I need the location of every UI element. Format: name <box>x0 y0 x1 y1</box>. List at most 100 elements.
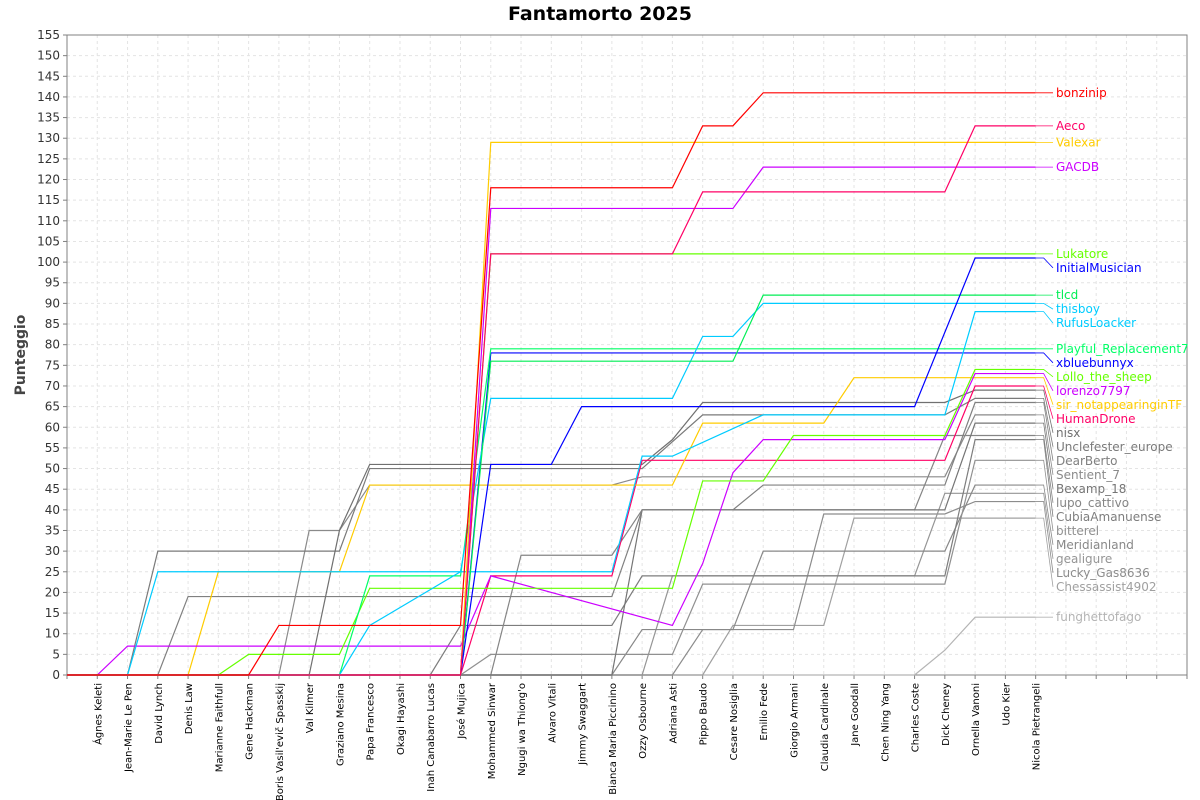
y-tick-label: 140 <box>37 90 60 104</box>
label-leader-Sentient_7 <box>1035 414 1054 475</box>
label-leader-Lollo_the_sheep <box>1035 369 1054 378</box>
y-tick-label: 0 <box>52 668 60 682</box>
y-tick-label: 120 <box>37 173 60 187</box>
series-label-Aeco: Aeco <box>1056 119 1085 133</box>
series-label-gealigure: gealigure <box>1056 552 1112 566</box>
y-tick-label: 135 <box>37 111 60 125</box>
label-leader-bitterel <box>1035 459 1054 531</box>
y-tick-label: 125 <box>37 152 60 166</box>
label-leader-gealigure <box>1035 492 1054 559</box>
series-line-bonzinip <box>67 92 1036 676</box>
x-tick-label: Alvaro Vitali <box>547 683 558 743</box>
y-tick-label: 45 <box>45 482 60 496</box>
series-line-Bexamp_18 <box>67 422 1036 676</box>
series-label-Playful_Replacement7: Playful_Replacement7 <box>1056 342 1189 356</box>
grid <box>66 34 1188 676</box>
x-tick-label: David Lynch <box>154 683 165 744</box>
y-tick-label: 75 <box>45 358 60 372</box>
series-label-bonzinip: bonzinip <box>1056 86 1107 100</box>
label-leader-Unclefester_europe <box>1035 397 1054 447</box>
label-leader-Meridianland <box>1035 484 1054 545</box>
y-tick-label: 115 <box>37 193 60 207</box>
series-line-DearBerto <box>67 401 1036 676</box>
series-label-Valexar: Valexar <box>1056 135 1101 149</box>
label-leader-lupo_cattivo <box>1035 435 1054 503</box>
series-label-lorenzo7797: lorenzo7797 <box>1056 384 1131 398</box>
label-leader-sir_notappearinginTF <box>1035 377 1054 405</box>
y-tick-label: 150 <box>37 49 60 63</box>
label-leader-Bexamp_18 <box>1035 422 1054 489</box>
plot-area-border <box>66 34 1188 676</box>
x-tick-label: Jimmy Swaggart <box>578 683 589 766</box>
series-labels: bonzinip Aeco Valexar GACDB LukatoreInitialM… <box>1056 86 1189 624</box>
series-label-DearBerto: DearBerto <box>1056 454 1118 468</box>
series-line-Lollo_the_sheep <box>67 368 1036 676</box>
series-line-Lucky_Gas8636 <box>67 500 1036 676</box>
x-tick-label: Dick Cheney <box>941 683 952 746</box>
label-leader-thisboy <box>1035 302 1054 310</box>
label-leader-HumanDrone <box>1035 385 1054 419</box>
x-tick-label: Boris Vasil'evič Spasskij <box>274 683 286 800</box>
y-tick-label: 105 <box>37 234 60 248</box>
series-line-sir_notappearinginTF <box>67 377 1036 676</box>
y-tick-label: 25 <box>45 565 60 579</box>
x-tick-label: Cesare Nosiglia <box>729 683 740 760</box>
y-tick-label: 35 <box>45 523 60 537</box>
x-tick-label: Ágnes Keleti <box>91 683 104 745</box>
series-line-RufusLoacker <box>67 311 1036 676</box>
series-label-RufusLoacker: RufusLoacker <box>1056 316 1136 330</box>
y-tick-label: 20 <box>45 585 60 599</box>
x-tick-label: Chen Ning Yang <box>880 683 891 762</box>
series-label-tlcd: tlcd <box>1056 288 1078 302</box>
x-tick-label: Inah Canabarro Lucas <box>426 683 437 792</box>
y-tick-label: 110 <box>37 214 60 228</box>
label-leader-xbluebunnyx <box>1035 352 1054 364</box>
x-tick-label: Ornella Vanoni <box>971 683 982 756</box>
x-tick-label: Ozzy Osbourne <box>638 683 649 759</box>
y-tick-label: 90 <box>45 296 60 310</box>
y-tick-label: 15 <box>45 606 60 620</box>
series-label-Sentient_7: Sentient_7 <box>1056 468 1120 482</box>
x-tick-label: Papa Francesco <box>366 683 377 760</box>
y-tick-label: 130 <box>37 131 60 145</box>
x-tick-label: Udo Kier <box>1001 682 1012 725</box>
series-label-InitialMusician: InitialMusician <box>1056 261 1142 275</box>
label-leader-DearBerto <box>1035 402 1054 461</box>
x-tick-label: Ngugi wa Thiong'o <box>517 683 528 776</box>
x-tick-label: Graziano Mesina <box>335 683 346 766</box>
x-tick-label: Mohammed Sinwar <box>487 682 498 779</box>
y-tick-label: 95 <box>45 276 60 290</box>
x-tick-label: Adriana Asti <box>668 683 679 743</box>
y-tick-label: 40 <box>45 503 60 517</box>
x-tick-label: Bianca Maria Piccinino <box>608 683 619 795</box>
x-tick-label: Emilio Fede <box>759 683 770 741</box>
x-tick-label: Charles Coste <box>911 683 922 752</box>
series-label-Meridianland: Meridianland <box>1056 538 1134 552</box>
series-line-InitialMusician <box>67 257 1036 676</box>
y-tick-label: 155 <box>37 28 60 42</box>
series-label-Unclefester_europe: Unclefester_europe <box>1056 440 1173 454</box>
series-label-lupo_cattivo: lupo_cattivo <box>1056 496 1129 510</box>
series-line-thisboy <box>67 302 1036 676</box>
series-label-Lollo_the_sheep: Lollo_the_sheep <box>1056 370 1152 384</box>
y-tick-label: 80 <box>45 338 60 352</box>
series-label-funghettofago: funghettofago <box>1056 610 1141 624</box>
series-label-Bexamp_18: Bexamp_18 <box>1056 482 1126 496</box>
series-label-Lucky_Gas8636: Lucky_Gas8636 <box>1056 566 1150 580</box>
series-line-HumanDrone <box>67 385 1036 676</box>
label-leader-Chessassist4902 <box>1035 517 1054 587</box>
x-tick-label: Jean-Marie Le Pen <box>124 683 135 773</box>
chart-title: Fantamorto 2025 <box>508 3 692 25</box>
x-tick-label: Gene Hackman <box>245 683 256 760</box>
y-tick-label: 65 <box>45 400 60 414</box>
x-tick-label: Nicola Pietrangeli <box>1032 683 1043 770</box>
series-label-sir_notappearinginTF: sir_notappearinginTF <box>1056 398 1182 412</box>
y-tick-label: 70 <box>45 379 60 393</box>
series-line-CubiaAmanuense <box>67 439 1036 676</box>
x-tick-label: Denis Law <box>184 683 195 734</box>
series-label-xbluebunnyx: xbluebunnyx <box>1056 356 1134 370</box>
y-tick-label: 85 <box>45 317 60 331</box>
series-label-HumanDrone: HumanDrone <box>1056 412 1136 426</box>
label-leader-lorenzo7797 <box>1035 373 1054 391</box>
